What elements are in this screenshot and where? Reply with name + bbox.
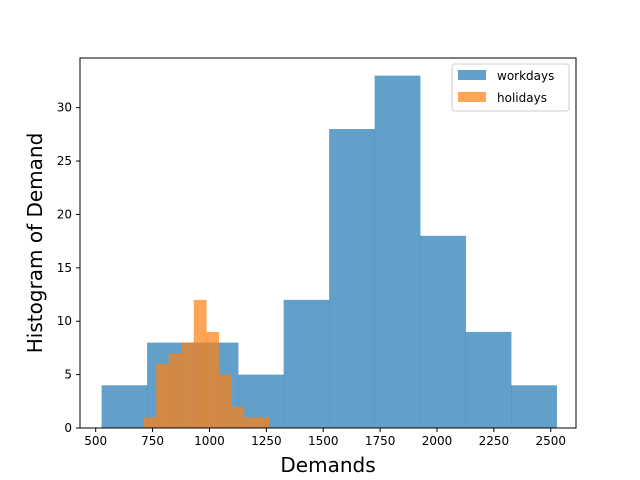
x-tick-label: 1000 bbox=[194, 434, 225, 448]
legend-swatch-holidays bbox=[458, 92, 486, 102]
workdays-bar bbox=[420, 235, 466, 428]
holidays-bar bbox=[193, 299, 207, 428]
y-tick-label: 20 bbox=[57, 207, 72, 221]
holidays-bar bbox=[231, 406, 245, 428]
x-tick-label: 500 bbox=[84, 434, 107, 448]
x-tick-label: 1500 bbox=[308, 434, 339, 448]
legend-label-workdays: workdays bbox=[497, 69, 554, 83]
holidays-bar bbox=[143, 417, 157, 428]
y-tick-label: 0 bbox=[64, 421, 72, 435]
x-axis-ticks: 500 750 1000 1250 1500 1750 2000 2250 2500 bbox=[84, 428, 566, 448]
workdays-bar bbox=[283, 299, 330, 428]
x-tick-label: 1250 bbox=[251, 434, 282, 448]
x-tick-label: 750 bbox=[141, 434, 164, 448]
y-tick-label: 10 bbox=[57, 314, 72, 328]
y-axis-label: Histogram of Demand bbox=[23, 133, 47, 354]
x-axis-label: Demands bbox=[280, 453, 375, 477]
holidays-bar bbox=[156, 363, 170, 428]
holidays-bar bbox=[218, 374, 232, 428]
workdays-bar bbox=[329, 129, 375, 428]
workdays-bar bbox=[465, 331, 512, 428]
legend: workdays holidays bbox=[451, 63, 570, 112]
series-holidays bbox=[143, 299, 270, 428]
holidays-bar bbox=[243, 417, 257, 428]
plot-area-frame bbox=[79, 57, 577, 429]
bars-layer bbox=[101, 75, 557, 429]
y-tick-label: 30 bbox=[57, 101, 72, 115]
workdays-bar bbox=[101, 385, 148, 428]
legend-label-holidays: holidays bbox=[497, 91, 547, 105]
workdays-bar bbox=[374, 75, 421, 429]
legend-swatch-workdays bbox=[458, 70, 486, 80]
holidays-bar bbox=[168, 353, 182, 428]
y-tick-label: 15 bbox=[57, 261, 72, 275]
x-tick-label: 2500 bbox=[535, 434, 566, 448]
holidays-bar bbox=[206, 331, 220, 428]
workdays-bar bbox=[511, 385, 557, 428]
y-tick-label: 5 bbox=[64, 368, 72, 382]
x-tick-label: 2000 bbox=[422, 434, 453, 448]
x-tick-label: 1750 bbox=[365, 434, 396, 448]
holidays-bar bbox=[256, 417, 270, 428]
y-axis-ticks: 0 5 10 15 20 25 30 bbox=[57, 101, 80, 435]
holidays-bar bbox=[181, 342, 195, 428]
y-tick-label: 25 bbox=[57, 154, 72, 168]
x-tick-label: 2250 bbox=[479, 434, 510, 448]
